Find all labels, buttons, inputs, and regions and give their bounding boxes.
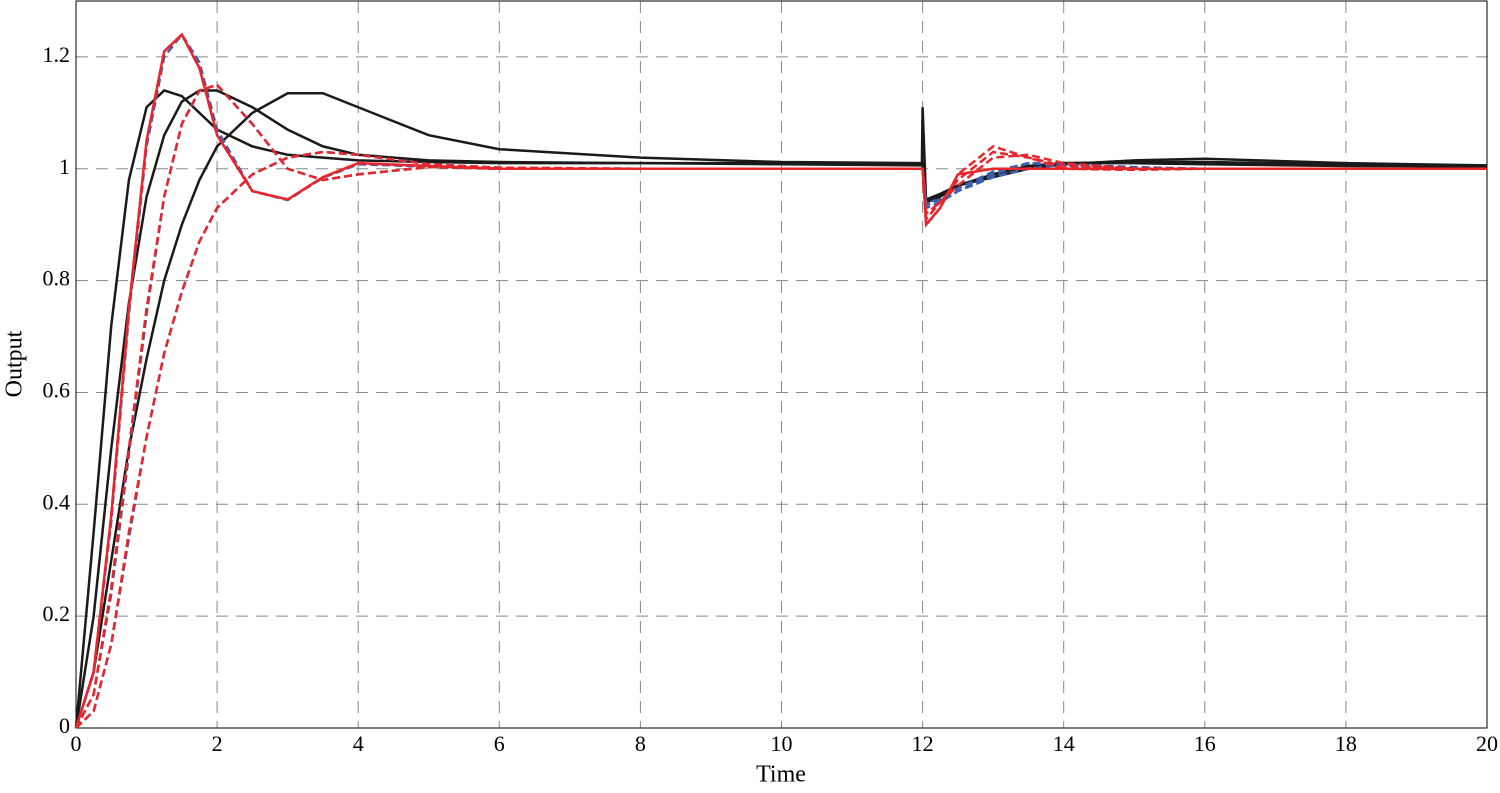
x-tick-label: 20 xyxy=(1476,731,1498,756)
y-tick-label: 0 xyxy=(59,713,70,738)
x-tick-label: 2 xyxy=(212,731,223,756)
x-tick-label: 14 xyxy=(1053,731,1075,756)
y-axis-title: Output xyxy=(2,330,28,397)
series-line xyxy=(74,83,1487,729)
y-tick-label: 0.6 xyxy=(43,378,71,403)
series-line xyxy=(74,83,1487,729)
x-tick-label: 12 xyxy=(912,731,934,756)
x-axis-title: Time xyxy=(756,762,806,788)
x-tick-label: 16 xyxy=(1194,731,1216,756)
series-line xyxy=(74,32,1487,729)
x-tick-label: 0 xyxy=(71,731,82,756)
x-tick-label: 4 xyxy=(353,731,364,756)
y-tick-label: 0.2 xyxy=(43,601,71,626)
x-tick-label: 6 xyxy=(494,731,505,756)
x-tick-label: 8 xyxy=(635,731,646,756)
y-tick-label: 1.2 xyxy=(43,42,71,67)
y-tick-label: 1 xyxy=(59,154,70,179)
x-tick-label: 10 xyxy=(771,731,793,756)
x-tick-label: 18 xyxy=(1335,731,1357,756)
y-tick-label: 0.4 xyxy=(43,489,71,514)
y-tick-label: 0.8 xyxy=(43,266,71,291)
plot-frame xyxy=(75,0,1488,729)
